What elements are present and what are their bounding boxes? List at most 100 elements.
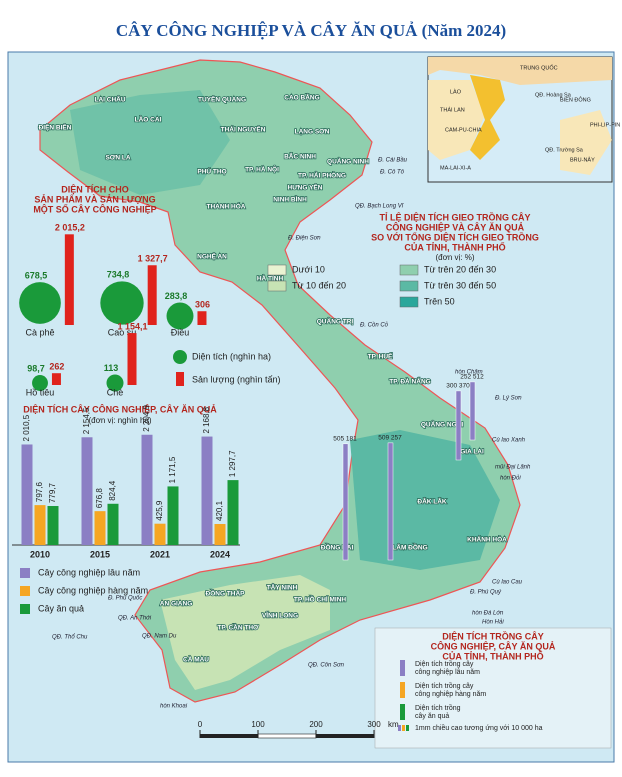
province-label: CAO BẰNG	[284, 93, 319, 102]
production-bar	[147, 265, 157, 325]
place-label: QĐ. Nam Du	[142, 634, 177, 640]
inset-label: BIỂN ĐÔNG	[560, 96, 591, 103]
area-circle	[100, 281, 144, 325]
scale-segment	[316, 734, 374, 738]
production-label: 306	[195, 300, 210, 310]
bar	[201, 436, 213, 545]
place-label: hòn Chăm	[455, 370, 483, 376]
place-label: QĐ. An Thới	[118, 616, 152, 622]
province-label: TUYÊN QUANG	[198, 95, 246, 104]
inset-vietnam	[470, 75, 505, 160]
area-legend-note: 1mm chiều cao tương ứng với 10 000 ha	[415, 723, 543, 732]
crop-name: Điều	[171, 327, 190, 337]
ratio-title: CÔNG NGHIỆP VÀ CÂY ĂN QUẢ	[386, 221, 525, 232]
province-bar	[387, 442, 394, 561]
area-label: 113	[104, 363, 119, 373]
ratio-label: Dưới 10	[292, 264, 325, 274]
province-label: BẮC NINH	[284, 152, 316, 161]
chart-subtitle: (đơn vị: nghìn ha)	[88, 416, 151, 425]
place-label: Đ. Lý Sơn	[495, 396, 522, 402]
mekong-delta	[160, 575, 330, 690]
bar-value-label: 1 171,5	[168, 456, 177, 483]
bar-value-label: 425,9	[155, 500, 164, 521]
area-legend-swatch	[400, 704, 405, 720]
bar	[227, 480, 239, 545]
province-label: CÀ MAU	[183, 655, 209, 664]
place-label: Hòn Hải	[482, 619, 504, 626]
bar	[141, 434, 153, 545]
area-circle	[32, 375, 48, 391]
production-bar	[197, 311, 207, 325]
bar	[47, 506, 59, 545]
production-label: 1 327,7	[138, 254, 168, 264]
province-bar	[455, 390, 462, 461]
area-circle	[19, 282, 61, 324]
area-legend-text: Diện tích trồng cây	[415, 659, 474, 668]
province-label: TP. HỒ CHÍ MINH	[294, 594, 347, 604]
area-label: 283,8	[165, 291, 188, 301]
place-label: hòn Đỏi	[500, 475, 521, 482]
place-label: hòn Khoai	[160, 704, 188, 710]
year-label: 2021	[150, 549, 170, 559]
bar-value-label: 2 168,8	[202, 406, 211, 433]
area-legend-text: Diện tích trồng	[415, 703, 461, 712]
place-label: Đ. Cô Tô	[380, 170, 405, 176]
bar	[94, 511, 106, 545]
scale-unit: km	[388, 720, 399, 729]
province-label: QUẢNG NINH	[327, 157, 369, 166]
bar	[167, 486, 179, 545]
inset-china	[428, 57, 612, 85]
ratio-label: Từ trên 30 đến 50	[424, 280, 496, 290]
legend-swatch	[20, 604, 30, 614]
ratio-title: SO VỚI TỔNG DIỆN TÍCH GIEO TRỒNG	[371, 231, 539, 242]
title: CÂY CÔNG NGHIỆP VÀ CÂY ĂN QUẢ (Năm 2024)	[116, 21, 506, 40]
place-label: Đ. Cồn Cỏ	[360, 322, 389, 329]
bar-value-label: 2 010,5	[22, 414, 31, 441]
crops-title: MỘT SỐ CÂY CÔNG NGHIỆP	[33, 203, 156, 214]
province-label: AN GIANG	[160, 601, 193, 608]
bar	[154, 523, 166, 545]
province-label: THÁI NGUYÊN	[221, 125, 266, 134]
province-label: LAI CHÂU	[94, 95, 125, 104]
province-label: NGHỆ AN	[197, 252, 227, 261]
province-label: TP. HUẾ	[368, 351, 393, 361]
area-legend-text: công nghiệp lâu năm	[415, 669, 480, 676]
production-bar	[127, 333, 137, 385]
province-label: QUẢNG TRỊ	[317, 317, 354, 326]
province-label: TÂY NINH	[267, 583, 298, 592]
crop-name: Chè	[107, 387, 124, 397]
crop-name: Cao su	[108, 327, 137, 337]
province-label: THANH HÓA	[207, 202, 246, 211]
bar-value-label: 1 297,7	[228, 450, 237, 477]
bar-value-label: 2 154,5	[82, 407, 91, 434]
ratio-swatch	[267, 280, 287, 292]
legend-text: Cây công nghiệp hàng năm	[38, 585, 148, 595]
note-swatch	[402, 725, 405, 731]
bar-value-label: 2 204,9	[142, 405, 151, 432]
area-label: 98,7	[27, 363, 45, 373]
production-label: 1 154,1	[117, 321, 147, 331]
inset-label: CAM-PU-CHIA	[445, 127, 482, 133]
area-legend-swatch	[400, 682, 405, 698]
scale-label: 100	[251, 720, 265, 729]
province-label: ĐỒNG NAI	[321, 542, 354, 552]
ratio-title: CỦA TỈNH, THÀNH PHỐ	[404, 241, 505, 252]
area-label: 678,5	[25, 271, 48, 281]
area-label: 734,8	[107, 270, 130, 280]
inset-neighbours	[428, 80, 485, 160]
province-label: LÀO CAI	[135, 115, 162, 124]
bar-value-label: 676,8	[95, 488, 104, 509]
area-circle	[106, 374, 124, 392]
legend-swatch	[20, 586, 30, 596]
province-label: SƠN LA	[105, 155, 130, 162]
scale-label: 0	[198, 720, 203, 729]
area-legend-swatch	[400, 660, 405, 676]
crops-title: SẢN PHẨM VÀ SẢN LƯỢNG	[34, 193, 155, 204]
production-bar	[64, 234, 74, 325]
place-label: Cù lao Xanh	[492, 438, 526, 444]
ratio-label: Trên 50	[424, 296, 455, 306]
scale-segment	[200, 734, 258, 738]
legend-swatch	[20, 568, 30, 578]
place-label: Đ. Phú Quốc	[108, 595, 142, 602]
place-label: Đ. Điện Sơn	[288, 236, 321, 242]
